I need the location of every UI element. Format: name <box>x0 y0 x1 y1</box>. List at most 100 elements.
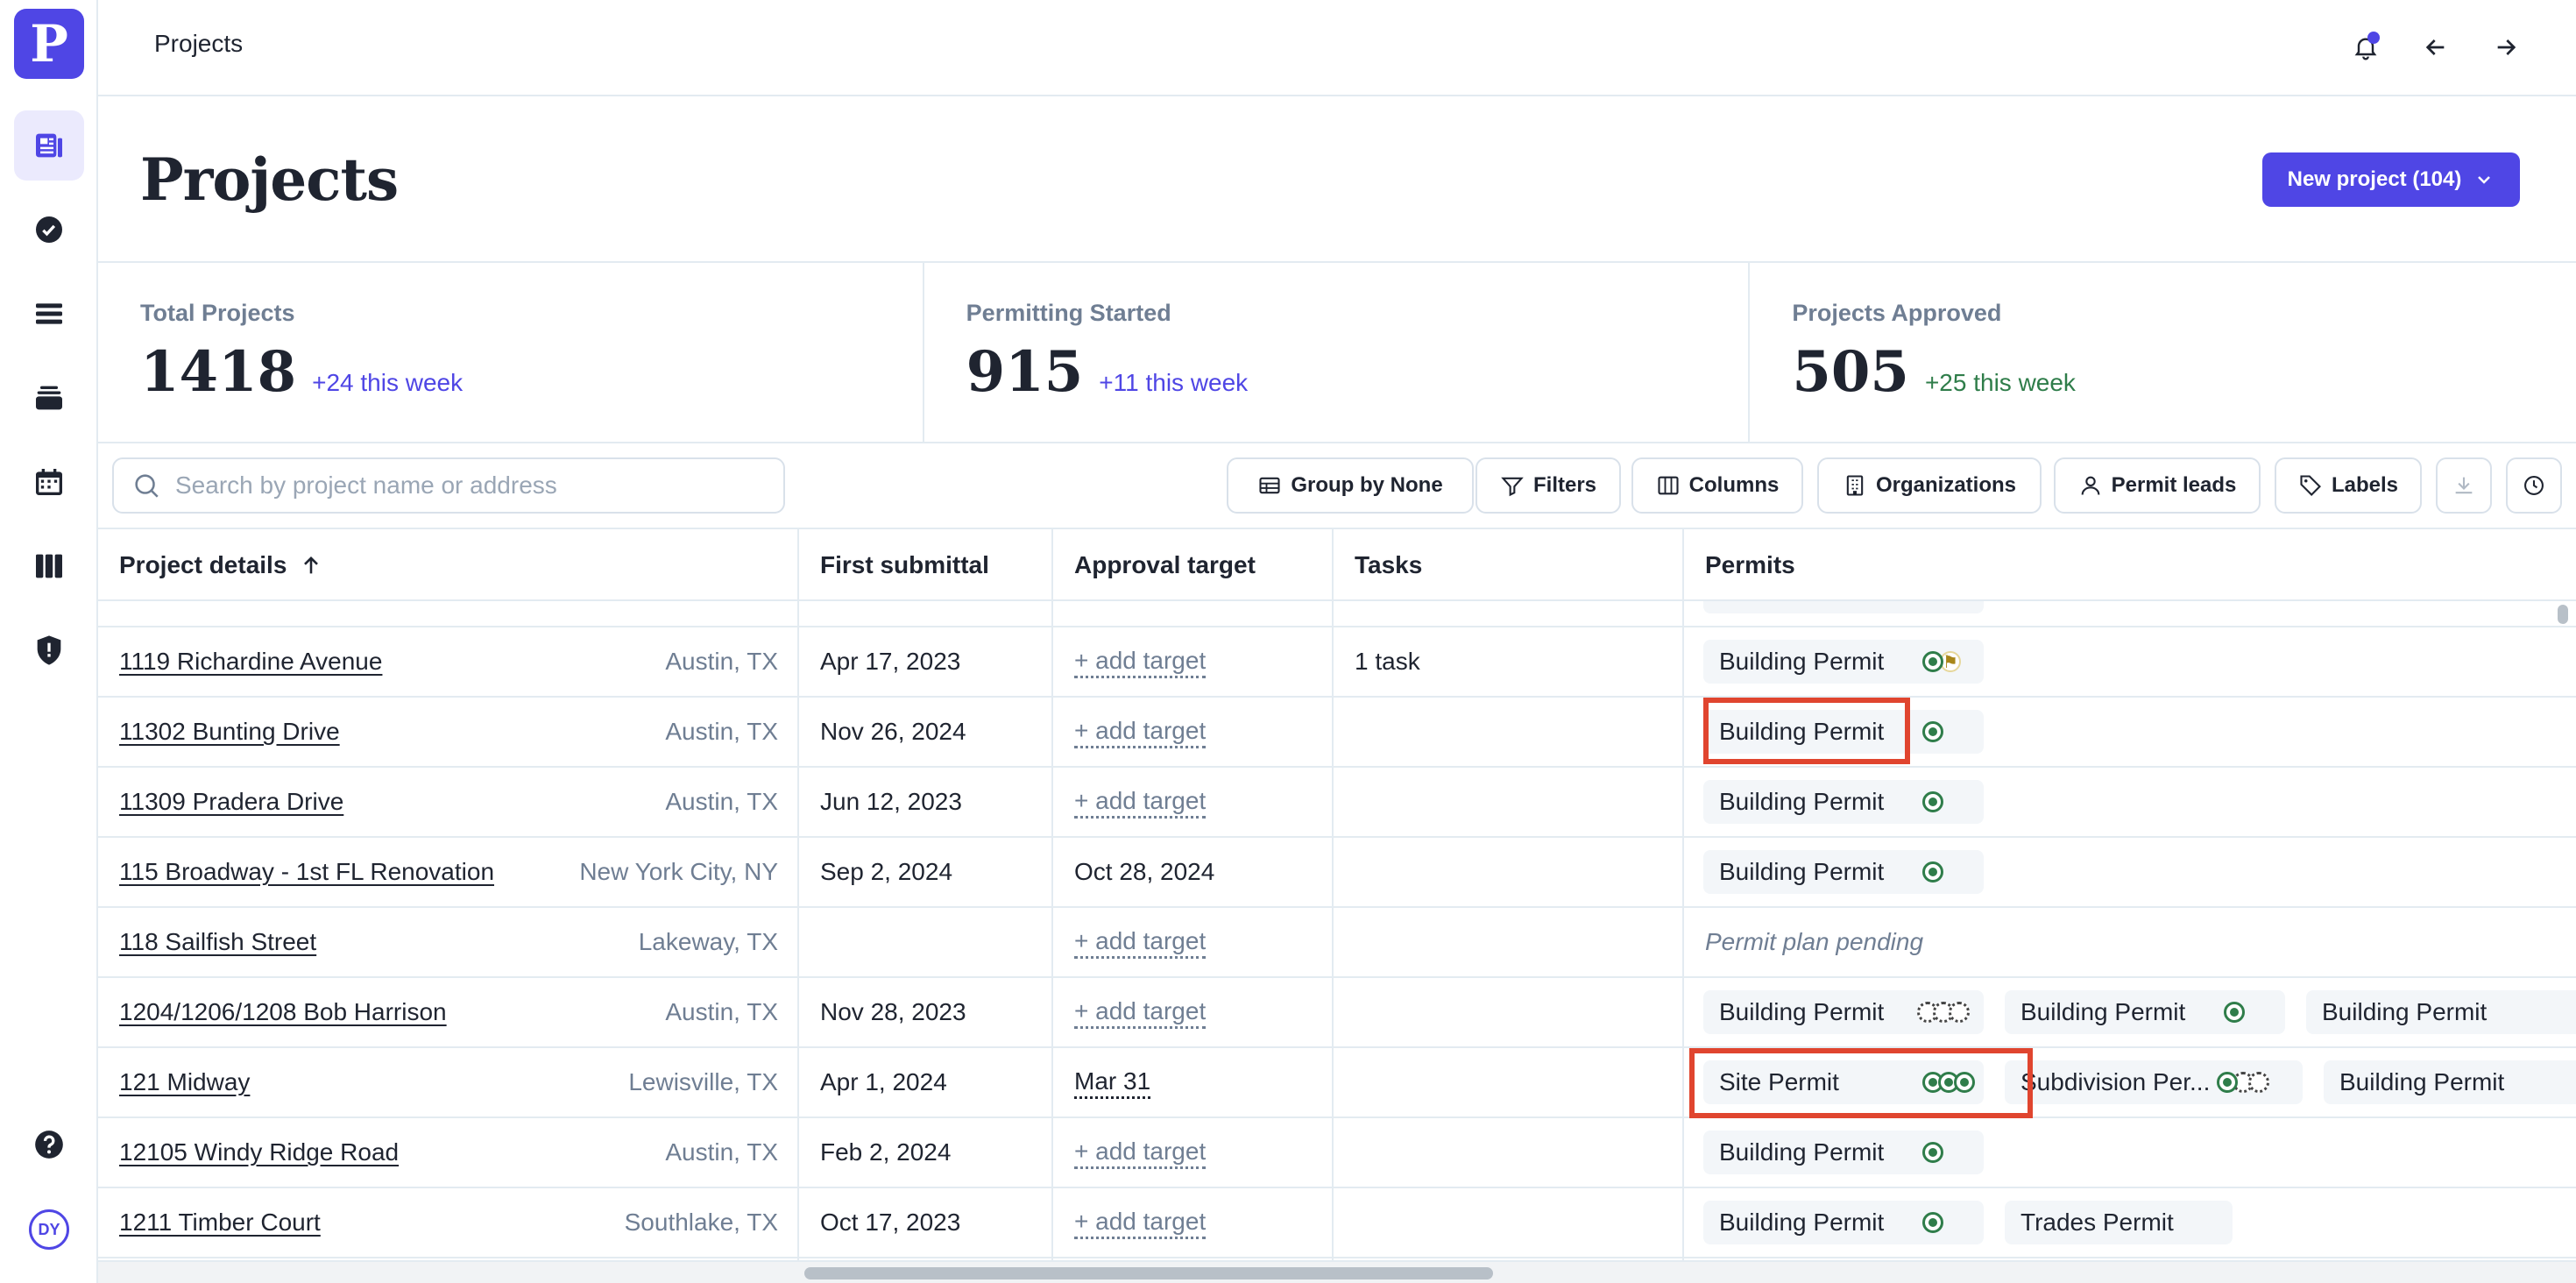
project-name-link[interactable]: 11309 Pradera Drive <box>119 788 344 815</box>
table-row[interactable]: 12105 Windy Ridge Road Austin, TX Feb 2, 2… <box>98 1118 2576 1188</box>
user-avatar[interactable]: DY <box>29 1209 69 1250</box>
columns-button[interactable]: Columns <box>1631 457 1803 514</box>
forward-button[interactable] <box>2481 23 2530 72</box>
table-row[interactable]: 1119 Richardine Avenue Austin, TX Apr 17, … <box>98 627 2576 698</box>
first-submittal-date: Apr 17, 2023 <box>820 648 961 675</box>
table-row[interactable]: 1211 Timber Court Southlake, TX Oct 17, 20… <box>98 1188 2576 1258</box>
nav-projects-icon[interactable] <box>14 110 84 181</box>
column-header-permits[interactable]: Permits <box>1684 529 2576 601</box>
first-submittal-date: Nov 28, 2023 <box>820 998 966 1025</box>
permit-chip[interactable]: Building Permit <box>1703 850 1984 894</box>
nav-board-icon[interactable] <box>14 531 84 601</box>
history-button[interactable] <box>2506 457 2562 514</box>
table-row[interactable]: 11302 Bunting Drive Austin, TX Nov 26, 202… <box>98 698 2576 768</box>
status-flag-icon: ⚑ <box>1940 651 1961 672</box>
permit-label: Building Permit <box>2020 998 2186 1025</box>
column-header-first-submittal[interactable]: First submittal <box>799 529 1053 601</box>
permit-label: Building Permit <box>1719 998 1885 1025</box>
project-name-link[interactable]: 1204/1206/1208 Bob Harrison <box>119 998 447 1025</box>
add-target-link[interactable]: + add target <box>1074 996 1207 1029</box>
status-empty-icon <box>1949 1002 1970 1023</box>
back-button[interactable] <box>2411 23 2460 72</box>
group-by-button[interactable]: Group by None <box>1227 457 1474 514</box>
labels-button[interactable]: Labels <box>2275 457 2422 514</box>
permit-status-indicators <box>1922 1212 1943 1233</box>
permit-chip[interactable]: Building Permit <box>1703 780 1984 824</box>
notification-dot <box>2367 32 2380 44</box>
project-name-link[interactable]: 118 Sailfish Street <box>119 928 317 955</box>
horizontal-scrollbar[interactable] <box>98 1260 2576 1283</box>
column-header-tasks[interactable]: Tasks <box>1334 529 1684 601</box>
filters-button[interactable]: Filters <box>1476 457 1621 514</box>
permit-chip[interactable]: Building Permit <box>1703 1131 1984 1174</box>
add-target-link[interactable]: + add target <box>1074 646 1207 678</box>
add-target-link[interactable]: + add target <box>1074 786 1207 819</box>
table-header: Project details First submittal Approval… <box>98 528 2576 601</box>
download-button[interactable] <box>2436 457 2492 514</box>
add-target-link[interactable]: + add target <box>1074 1207 1207 1239</box>
table-row[interactable]: 118 Sailfish Street Lakeway, TX + add targ… <box>98 908 2576 978</box>
stat-permitting-started: Permitting Started 915 +11 this week <box>924 263 1751 442</box>
permit-chip[interactable]: Building Permit <box>1703 1201 1984 1244</box>
permit-leads-button[interactable]: Permit leads <box>2054 457 2261 514</box>
project-name-link[interactable]: 115 Broadway - 1st FL Renovation <box>119 858 495 885</box>
permit-label: Building Permit <box>1719 858 1885 885</box>
new-project-button[interactable]: New project (104) <box>2262 152 2520 207</box>
nav-tasks-icon[interactable] <box>14 195 84 265</box>
help-icon[interactable] <box>14 1109 84 1180</box>
column-header-label: Approval target <box>1074 551 1256 578</box>
scrollbar-thumb[interactable] <box>2558 605 2568 624</box>
column-header-approval-target[interactable]: Approval target <box>1053 529 1334 601</box>
tasks-count[interactable]: 1 task <box>1355 648 1420 675</box>
notifications-button[interactable] <box>2341 23 2390 72</box>
project-name-link[interactable]: 1119 Richardine Avenue <box>119 648 383 675</box>
permit-chip[interactable] <box>1703 601 1984 613</box>
top-bar: Projects <box>98 0 2576 96</box>
status-ok-icon <box>1922 651 1943 672</box>
permit-label: Building Permit <box>1719 1209 1885 1236</box>
column-divider <box>1682 601 1684 1260</box>
permit-chip[interactable]: Building Permit <box>2306 990 2576 1034</box>
sort-ascending-icon[interactable] <box>299 553 323 578</box>
app-logo[interactable]: P <box>14 9 84 79</box>
organizations-button[interactable]: Organizations <box>1817 457 2042 514</box>
project-name-link[interactable]: 1211 Timber Court <box>119 1209 321 1236</box>
project-location: New York City, NY <box>579 858 778 885</box>
permit-chip[interactable]: Subdivision Per... <box>2005 1060 2303 1104</box>
permit-chip[interactable]: Building Permit <box>2324 1060 2576 1104</box>
table-row[interactable]: 115 Broadway - 1st FL Renovation New York… <box>98 838 2576 908</box>
user-icon <box>2081 476 2100 495</box>
project-location: Lewisville, TX <box>628 1068 778 1095</box>
permit-chip[interactable]: Building Permit <box>2005 990 2285 1034</box>
table-row[interactable]: 11309 Pradera Drive Austin, TX Jun 12, 202… <box>98 768 2576 838</box>
add-target-link[interactable]: + add target <box>1074 716 1207 748</box>
permit-chip[interactable]: Building Permit ⚑ <box>1703 640 1984 684</box>
nav-calendar-icon[interactable] <box>14 447 84 517</box>
permit-chip[interactable]: Building Permit <box>1703 710 1984 754</box>
permit-label: Subdivision Per... <box>2020 1068 2211 1095</box>
search-input[interactable] <box>175 471 736 500</box>
nav-inbox-icon[interactable] <box>14 363 84 433</box>
project-name-link[interactable]: 12105 Windy Ridge Road <box>119 1138 400 1166</box>
nav-list-icon[interactable] <box>14 279 84 349</box>
vertical-scrollbar[interactable] <box>2555 601 2571 1260</box>
permit-chip[interactable]: Site Permit <box>1703 1060 1984 1104</box>
permit-chip[interactable]: Trades Permit <box>2005 1201 2233 1244</box>
stat-value: 1418 <box>140 339 297 405</box>
first-submittal-date: Feb 2, 2024 <box>820 1138 952 1166</box>
approval-target-date[interactable]: Mar 31 <box>1074 1067 1151 1099</box>
scrollbar-thumb[interactable] <box>804 1267 1493 1279</box>
table-row[interactable] <box>98 601 2576 627</box>
permit-chip[interactable]: Building Permit <box>1703 990 1984 1034</box>
project-name-link[interactable]: 11302 Bunting Drive <box>119 718 340 745</box>
table-row[interactable]: 1204/1206/1208 Bob Harrison Austin, TX Nov… <box>98 978 2576 1048</box>
column-header-project-details[interactable]: Project details <box>98 529 799 601</box>
status-ok-icon <box>1922 791 1943 812</box>
permit-label: Building Permit <box>1719 718 1885 745</box>
add-target-link[interactable]: + add target <box>1074 926 1207 959</box>
columns-label: Columns <box>1688 473 1780 497</box>
project-name-link[interactable]: 121 Midway <box>119 1068 251 1095</box>
table-row[interactable]: 121 Midway Lewisville, TX Apr 1, 2024 Mar 3… <box>98 1048 2576 1118</box>
nav-shield-icon[interactable] <box>14 615 84 685</box>
add-target-link[interactable]: + add target <box>1074 1137 1207 1169</box>
